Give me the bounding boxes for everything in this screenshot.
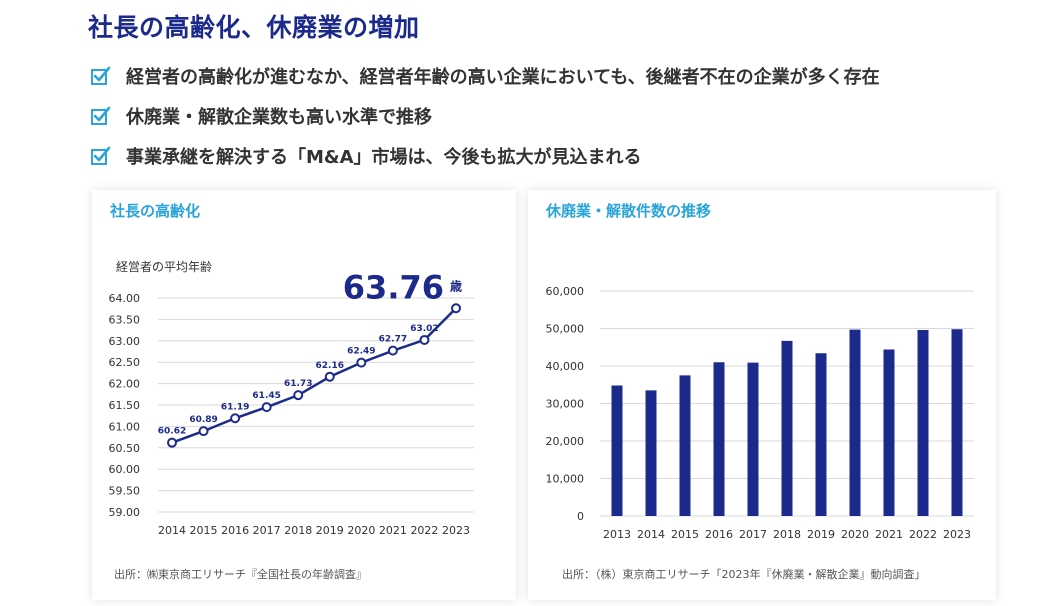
x-tick-label: 2016: [705, 528, 733, 541]
y-axis-label: 経営者の平均年齢: [116, 259, 212, 274]
closure-chart-panel: 休廃業・解散件数の推移 60,000 50,000 40,000 30,000 20,0…: [528, 190, 996, 600]
bullet-item: 事業承継を解決する「M&A」市場は、今後も拡大が見込まれる: [90, 136, 880, 176]
x-tick-label: 2023: [442, 524, 470, 537]
x-tick-label: 2017: [253, 524, 281, 537]
bullet-item: 休廃業・解散企業数も高い水準で推移: [90, 96, 880, 136]
data-label: 61.19: [221, 402, 249, 412]
bar: [917, 330, 929, 516]
y-tick-label: 50,000: [546, 323, 585, 336]
data-point: [230, 413, 241, 424]
data-point: [293, 390, 304, 401]
x-tick-label: 2017: [739, 528, 767, 541]
checkbox-check-icon: [91, 146, 111, 165]
series-line: [171, 307, 457, 444]
bar: [815, 353, 827, 516]
x-tick-label: 2022: [410, 524, 438, 537]
y-tick-label: 0: [577, 510, 584, 523]
checkbox-check-icon: [91, 106, 111, 125]
y-tick-label: 63.50: [109, 313, 141, 326]
data-label: 62.49: [347, 347, 375, 357]
data-label: 61.73: [284, 379, 312, 389]
y-tick-label: 63.00: [109, 335, 141, 348]
data-point: [198, 426, 209, 437]
y-tick-label: 64.00: [109, 292, 141, 305]
bar: [713, 362, 725, 516]
bullet-item: 経営者の高齢化が進むなか、経営者年齢の高い企業においても、後継者不在の企業が多く…: [90, 56, 880, 96]
x-tick-label: 2013: [603, 528, 631, 541]
bar: [883, 349, 895, 516]
x-tick-label: 2021: [875, 528, 903, 541]
y-tick-label: 61.00: [109, 420, 141, 433]
data-label: 62.16: [316, 361, 344, 371]
age-chart-heading: 社長の高齢化: [110, 202, 201, 220]
checkbox-check-icon: [91, 66, 111, 85]
bar: [747, 362, 759, 516]
data-label: 60.62: [158, 427, 186, 437]
bar: [645, 390, 657, 516]
x-tick-label: 2015: [190, 524, 218, 537]
x-tick-label: 2018: [284, 524, 312, 537]
bar: [781, 340, 793, 516]
highlight-unit: 歳: [450, 278, 462, 293]
y-tick-label: 59.50: [109, 485, 141, 498]
data-point: [387, 345, 398, 356]
y-tick-label: 62.00: [109, 378, 141, 391]
bullet-list: 経営者の高齢化が進むなか、経営者年齢の高い企業においても、後継者不在の企業が多く…: [90, 56, 880, 176]
data-point: [324, 371, 335, 382]
data-point: [261, 402, 272, 413]
highlight-value: 63.76: [343, 268, 444, 306]
x-tick-label: 2015: [671, 528, 699, 541]
closure-bar-chart: 60,000 50,000 40,000 30,000 20,000 10,000 0 201…: [546, 285, 974, 541]
x-tick-label: 2016: [221, 524, 249, 537]
data-point: [451, 303, 461, 314]
data-label: 63.02: [410, 324, 438, 334]
bar: [951, 329, 963, 516]
y-tick-label: 61.50: [109, 399, 141, 412]
x-tick-label: 2019: [316, 524, 344, 537]
bar: [679, 375, 691, 516]
x-tick-label: 2022: [909, 528, 937, 541]
y-tick-label: 60.50: [109, 442, 141, 455]
closure-chart-heading: 休廃業・解散件数の推移: [546, 202, 712, 220]
age-chart-panel: 社長の高齢化 経営者の平均年齢 64.00 63.50 63.00 62.50 62.00…: [92, 190, 516, 600]
bullet-text: 休廃業・解散企業数も高い水準で推移: [126, 107, 432, 128]
x-tick-label: 2019: [807, 528, 835, 541]
y-tick-label: 60.00: [109, 463, 141, 476]
y-tick-label: 60,000: [546, 285, 585, 298]
y-tick-label: 10,000: [546, 473, 585, 486]
data-label: 62.77: [379, 335, 407, 345]
bar: [849, 329, 861, 516]
data-point: [419, 334, 430, 345]
closure-chart-source: 出所：（株）東京商工リサーチ「2023年『休廃業・解散企業』動向調査」: [562, 568, 926, 581]
x-tick-label: 2018: [773, 528, 801, 541]
x-tick-label: 2020: [841, 528, 869, 541]
x-tick-label: 2021: [379, 524, 407, 537]
y-tick-label: 62.50: [109, 356, 141, 369]
data-label: 60.89: [189, 415, 217, 425]
age-line-chart: 経営者の平均年齢 64.00 63.50 63.00 62.50 62.00 61.50 61…: [109, 259, 474, 537]
data-point: [356, 357, 367, 368]
data-point: [167, 437, 177, 448]
age-chart-source: 出所：㈱東京商工リサーチ『全国社長の年齢調査』: [114, 568, 367, 581]
y-tick-label: 20,000: [546, 435, 585, 448]
x-tick-label: 2023: [943, 528, 971, 541]
x-tick-label: 2014: [637, 528, 665, 541]
page-title: 社長の高齢化、休廃業の増加: [88, 13, 420, 42]
bullet-text: 事業承継を解決する「M&A」市場は、今後も拡大が見込まれる: [126, 147, 642, 168]
y-tick-label: 59.00: [109, 506, 141, 519]
bullet-text: 経営者の高齢化が進むなか、経営者年齢の高い企業においても、後継者不在の企業が多く…: [126, 67, 880, 88]
x-tick-label: 2020: [347, 524, 375, 537]
y-tick-label: 30,000: [546, 398, 585, 411]
y-tick-label: 40,000: [546, 360, 585, 373]
bar: [611, 385, 623, 516]
data-label: 61.45: [252, 391, 280, 401]
x-tick-label: 2014: [158, 524, 186, 537]
